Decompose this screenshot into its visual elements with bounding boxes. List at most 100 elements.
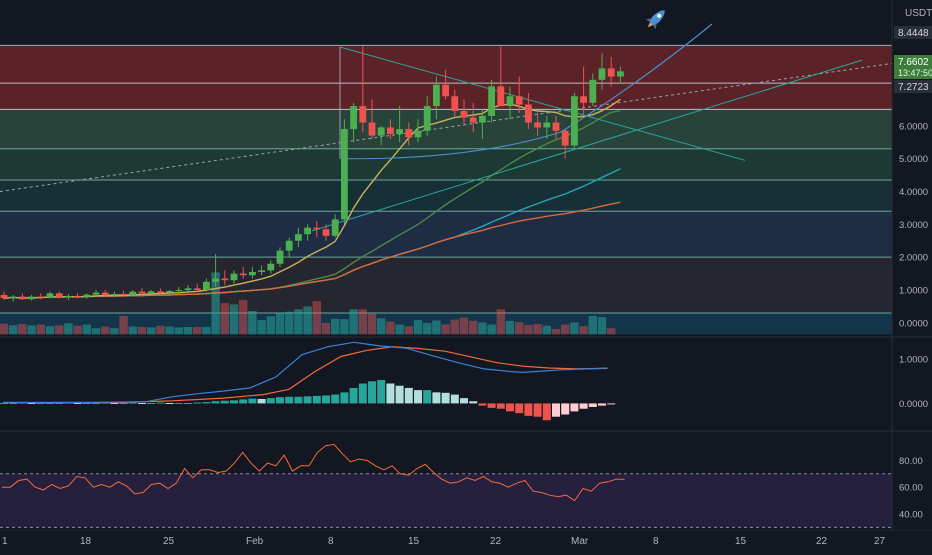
candle-body-18[interactable]: [166, 291, 173, 293]
candle-body-51[interactable]: [469, 117, 477, 123]
candle-body-16[interactable]: [147, 291, 155, 294]
candle-body-0[interactable]: [0, 294, 8, 299]
candle-body-63[interactable]: [580, 96, 587, 103]
candle-body-40[interactable]: [368, 122, 376, 136]
candles[interactable]: [0, 45, 624, 302]
candle-body-62[interactable]: [571, 96, 578, 146]
volume-bar-23: [211, 272, 220, 335]
candle-body-67[interactable]: [617, 71, 624, 77]
macd-histogram-bar-49: [450, 394, 459, 404]
candle-body-42[interactable]: [387, 127, 394, 135]
candle-body-37[interactable]: [341, 129, 348, 220]
candle-body-64[interactable]: [589, 79, 597, 103]
volume-bar-4: [36, 324, 45, 335]
candle-body-8[interactable]: [74, 295, 81, 297]
candle-body-34[interactable]: [313, 227, 321, 230]
candle-body-23[interactable]: [212, 278, 219, 282]
candle-body-54[interactable]: [497, 86, 505, 107]
candle-timer-text: 13:47:50: [898, 68, 932, 78]
candle-body-43[interactable]: [396, 129, 403, 135]
candle-body-27[interactable]: [249, 271, 256, 276]
macd-histogram-bar-1: [9, 402, 18, 404]
candle-body-31[interactable]: [285, 240, 293, 251]
candle-body-47[interactable]: [433, 84, 440, 107]
volume-bar-37: [340, 319, 349, 335]
candle-body-22[interactable]: [203, 281, 210, 291]
candle-body-46[interactable]: [423, 106, 431, 131]
rocket-body: [649, 10, 665, 26]
rsi-panel: [0, 430, 932, 528]
rsi-line: [2, 443, 625, 502]
macd-histogram-bar-52: [478, 403, 487, 406]
candle-body-61[interactable]: [561, 130, 569, 146]
volume-bar-6: [55, 325, 64, 335]
candle-body-5[interactable]: [46, 293, 54, 298]
candle-body-3[interactable]: [28, 296, 35, 300]
volume-bar-44: [404, 326, 413, 335]
x-tick-label-7: Mar: [571, 536, 589, 547]
candle-body-25[interactable]: [230, 273, 238, 281]
candle-body-24[interactable]: [221, 278, 229, 281]
macd-histogram-bar-14: [128, 402, 137, 404]
candle-body-35[interactable]: [322, 229, 330, 236]
candle-body-2[interactable]: [19, 296, 26, 300]
candle-body-26[interactable]: [239, 273, 247, 276]
candle-body-17[interactable]: [157, 291, 164, 293]
candle-body-52[interactable]: [479, 115, 486, 123]
macd-histogram-bar-42: [386, 383, 395, 404]
candle-body-36[interactable]: [331, 219, 339, 236]
volume-bar-64: [588, 315, 597, 335]
volume-bar-59: [542, 325, 551, 335]
candle-body-32[interactable]: [295, 234, 302, 241]
candle-body-48[interactable]: [442, 84, 449, 97]
candle-body-38[interactable]: [350, 106, 357, 130]
candle-body-9[interactable]: [83, 294, 91, 297]
fib-zone-2: [0, 148, 892, 180]
candle-body-12[interactable]: [111, 293, 118, 296]
drawing-tools: [0, 23, 893, 232]
candle-body-14[interactable]: [129, 291, 137, 295]
macd-histogram-bar-18: [165, 402, 174, 404]
candle-body-15[interactable]: [138, 291, 146, 294]
macd-histogram-bar-37: [340, 392, 349, 404]
candle-body-59[interactable]: [543, 122, 551, 128]
candle-body-66[interactable]: [607, 68, 615, 77]
macd-histogram-bar-4: [36, 402, 45, 404]
volume-bar-47: [432, 320, 441, 335]
candle-body-45[interactable]: [414, 130, 422, 138]
volume-bar-57: [524, 324, 533, 335]
volume-bar-19: [174, 327, 183, 335]
candle-body-29[interactable]: [267, 263, 275, 271]
candle-body-4[interactable]: [37, 296, 45, 298]
candle-body-1[interactable]: [9, 296, 17, 299]
candle-body-20[interactable]: [184, 288, 192, 291]
candle-body-58[interactable]: [534, 122, 541, 128]
candle-body-56[interactable]: [515, 96, 523, 105]
candle-body-33[interactable]: [304, 227, 311, 235]
candle-body-55[interactable]: [506, 96, 514, 107]
candle-body-41[interactable]: [377, 127, 385, 136]
candle-body-30[interactable]: [276, 250, 284, 264]
candle-body-57[interactable]: [525, 104, 532, 123]
candle-body-49[interactable]: [451, 96, 459, 112]
candle-body-10[interactable]: [92, 292, 100, 295]
candle-body-6[interactable]: [55, 293, 63, 298]
macd-histogram-bar-15: [138, 402, 146, 404]
candle-body-50[interactable]: [460, 111, 468, 118]
candle-body-21[interactable]: [193, 288, 201, 291]
macd-histogram-bar-24: [220, 400, 229, 404]
candle-body-44[interactable]: [405, 129, 413, 138]
candle-body-7[interactable]: [65, 295, 72, 298]
candle-body-39[interactable]: [359, 106, 367, 123]
candle-body-11[interactable]: [101, 292, 109, 296]
candle-body-28[interactable]: [258, 270, 265, 272]
candle-body-13[interactable]: [120, 293, 127, 295]
fib-zone-5: [0, 257, 892, 314]
candle-body-60[interactable]: [552, 122, 560, 131]
volume-bar-46: [423, 322, 432, 335]
macd-histogram-bar-8: [73, 402, 82, 404]
candle-body-65[interactable]: [598, 68, 606, 80]
candle-body-53[interactable]: [488, 86, 495, 116]
current-price-badge: [894, 55, 932, 79]
candle-body-19[interactable]: [175, 290, 183, 292]
